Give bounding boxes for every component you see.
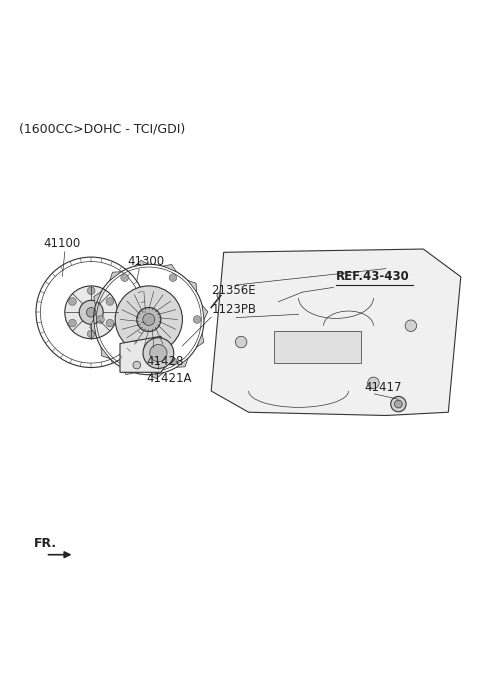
Polygon shape xyxy=(94,292,101,305)
Circle shape xyxy=(87,287,95,295)
Circle shape xyxy=(217,292,225,300)
Text: (1600CC>DOHC - TCI/GDI): (1600CC>DOHC - TCI/GDI) xyxy=(19,123,185,136)
Circle shape xyxy=(133,361,141,369)
Polygon shape xyxy=(110,271,121,280)
Text: 1123PB: 1123PB xyxy=(211,303,256,315)
Circle shape xyxy=(106,319,114,327)
Text: 41428: 41428 xyxy=(146,355,184,368)
Polygon shape xyxy=(120,337,173,372)
Polygon shape xyxy=(211,249,461,416)
Circle shape xyxy=(405,320,417,332)
Circle shape xyxy=(115,286,182,353)
Circle shape xyxy=(86,308,96,317)
Polygon shape xyxy=(121,368,134,374)
Circle shape xyxy=(121,357,129,365)
Circle shape xyxy=(137,308,160,331)
Circle shape xyxy=(395,401,402,408)
Text: FR.: FR. xyxy=(34,537,57,550)
Text: REF.43-430: REF.43-430 xyxy=(336,269,410,282)
Circle shape xyxy=(143,313,155,326)
Polygon shape xyxy=(188,280,197,292)
Polygon shape xyxy=(197,334,204,347)
Polygon shape xyxy=(177,359,188,368)
Circle shape xyxy=(391,396,406,412)
Circle shape xyxy=(69,297,76,305)
Circle shape xyxy=(87,330,95,338)
Circle shape xyxy=(193,315,201,324)
Circle shape xyxy=(79,300,103,324)
FancyBboxPatch shape xyxy=(274,330,361,363)
Text: 21356E: 21356E xyxy=(211,284,256,297)
Circle shape xyxy=(169,274,177,282)
Text: 41417: 41417 xyxy=(365,381,402,394)
Circle shape xyxy=(121,274,129,282)
Circle shape xyxy=(65,286,118,339)
Text: 41100: 41100 xyxy=(43,237,81,250)
Circle shape xyxy=(169,357,177,365)
Polygon shape xyxy=(202,305,208,319)
Circle shape xyxy=(150,344,167,362)
Circle shape xyxy=(137,308,161,332)
Polygon shape xyxy=(149,373,163,379)
Polygon shape xyxy=(163,264,177,271)
Text: 41300: 41300 xyxy=(127,255,164,268)
Text: 41421A: 41421A xyxy=(146,372,192,385)
Circle shape xyxy=(235,337,247,348)
Circle shape xyxy=(69,319,76,327)
Polygon shape xyxy=(90,319,96,334)
Circle shape xyxy=(143,338,174,368)
Polygon shape xyxy=(134,260,149,266)
Circle shape xyxy=(368,377,379,389)
Polygon shape xyxy=(101,347,110,359)
Circle shape xyxy=(106,297,114,305)
Circle shape xyxy=(96,315,104,324)
